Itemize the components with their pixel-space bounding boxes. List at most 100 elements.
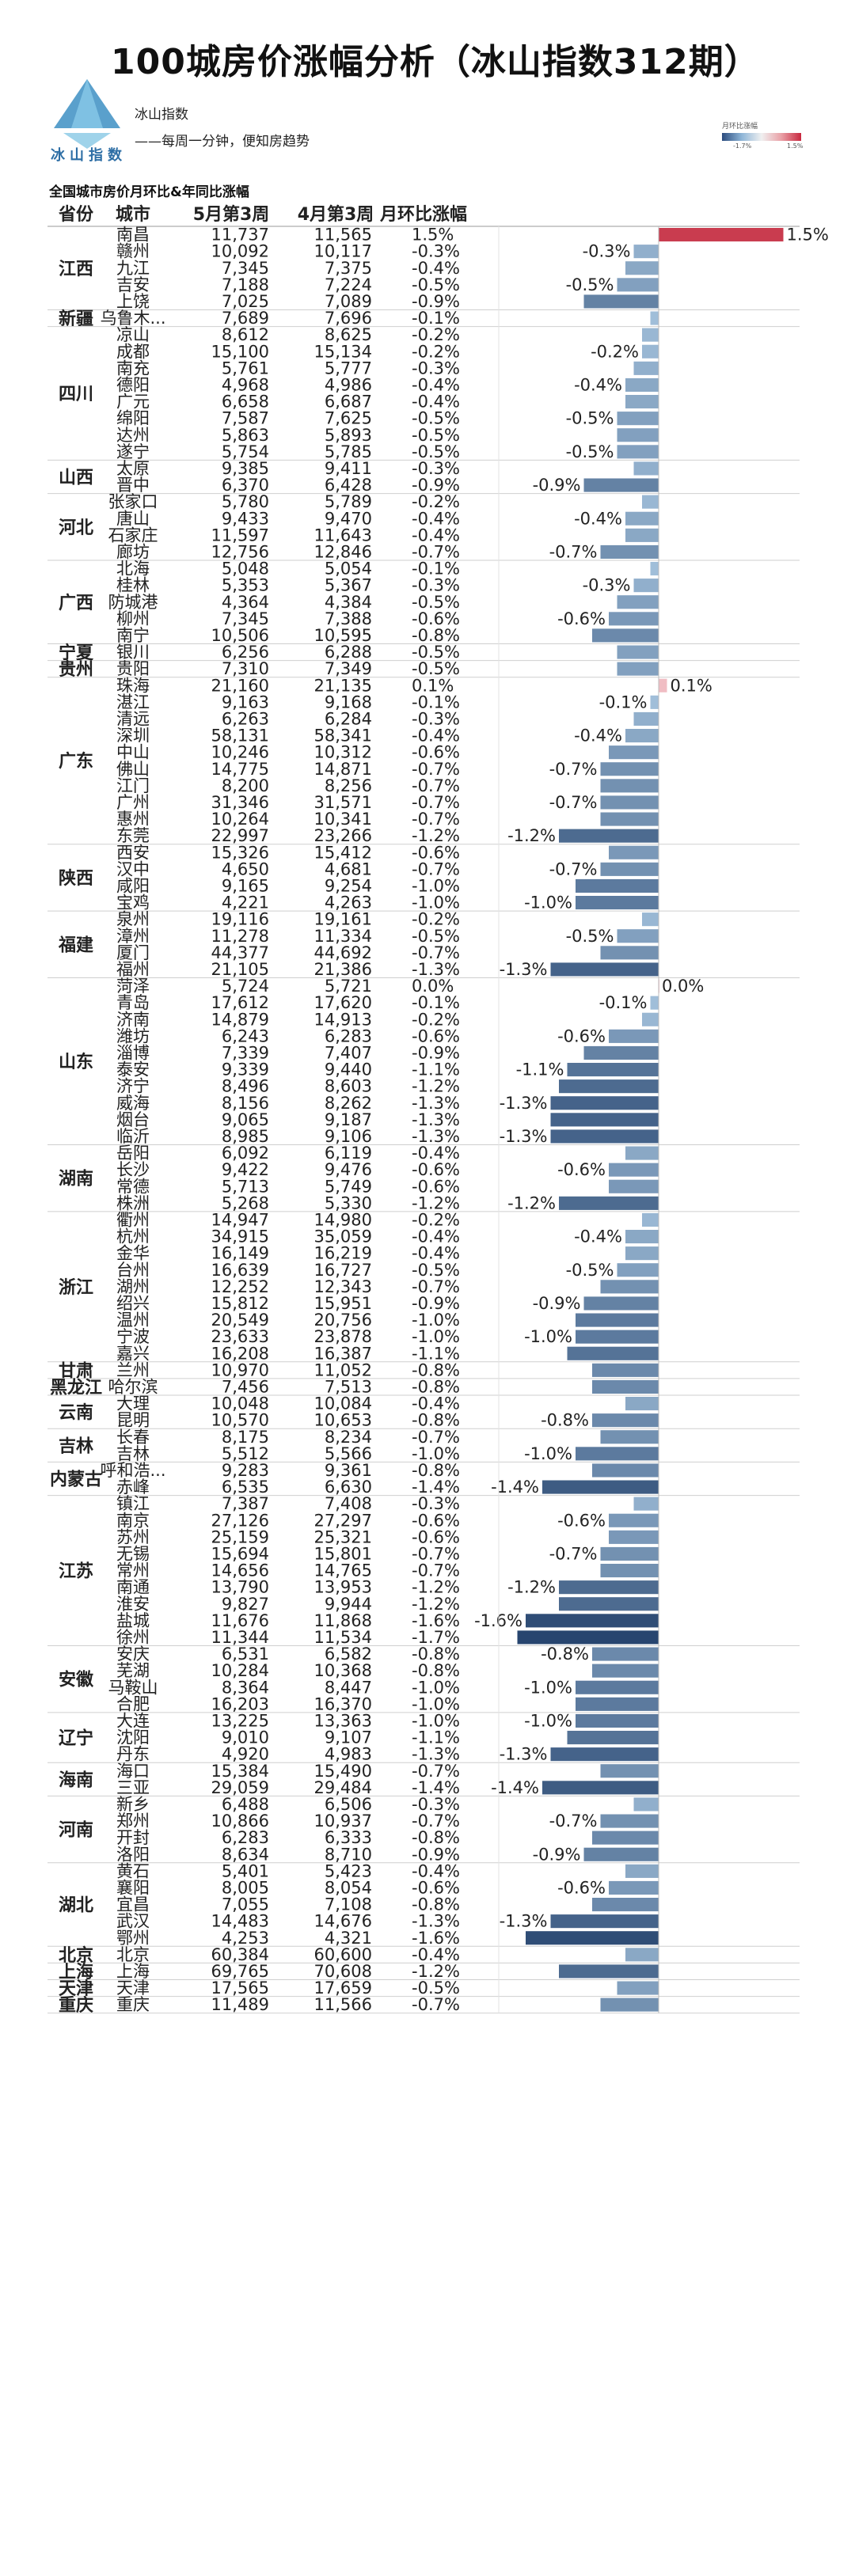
mom-change-value: -1.6% <box>412 1611 460 1630</box>
province-name: 山东 <box>59 1052 93 1072</box>
price-week3-may: 6,092 <box>222 1144 269 1163</box>
price-week3-apr: 6,284 <box>325 709 372 728</box>
change-bar <box>642 328 659 342</box>
change-bar <box>609 1179 659 1193</box>
price-week3-apr: 16,727 <box>314 1261 372 1280</box>
bar-data-label: -0.5% <box>566 1261 614 1280</box>
city-name: 丹东 <box>116 1745 150 1764</box>
bar-data-label: -0.7% <box>549 1812 598 1831</box>
price-week3-may: 5,512 <box>222 1444 269 1463</box>
mom-change-value: -0.6% <box>412 1026 460 1045</box>
change-bar <box>617 428 659 442</box>
price-week3-apr: 4,263 <box>325 893 372 912</box>
price-week3-apr: 44,692 <box>314 943 372 962</box>
province-name: 海南 <box>59 1770 93 1790</box>
mom-change-value: -0.5% <box>412 275 460 294</box>
change-bar <box>550 1914 659 1929</box>
price-week3-apr: 6,283 <box>325 1026 372 1045</box>
price-week3-may: 5,780 <box>222 492 269 511</box>
change-bar <box>600 544 659 559</box>
city-name: 湖州 <box>116 1277 150 1296</box>
price-week3-may: 6,263 <box>222 709 269 728</box>
price-week3-may: 15,384 <box>211 1762 269 1781</box>
price-week3-apr: 9,944 <box>325 1595 372 1614</box>
mom-change-value: -1.0% <box>412 893 460 912</box>
legend-min-label: -1.7% <box>733 142 752 150</box>
city-name: 无锡 <box>116 1544 150 1563</box>
mom-change-value: -0.6% <box>412 743 460 762</box>
price-week3-may: 7,456 <box>222 1377 269 1396</box>
bar-data-label: -0.5% <box>566 927 614 946</box>
change-bar <box>600 862 659 876</box>
price-week3-apr: 12,343 <box>314 1277 372 1296</box>
price-week3-may: 27,126 <box>211 1511 269 1530</box>
change-bar <box>625 261 659 275</box>
change-bar <box>592 1379 659 1394</box>
bar-data-label: -0.9% <box>533 1845 581 1864</box>
mom-change-value: -0.2% <box>412 1210 460 1229</box>
chart-title: 全国城市房价月环比&年同比涨幅 <box>49 184 249 200</box>
change-bar <box>592 1664 659 1678</box>
change-bar <box>550 1129 659 1144</box>
mom-change-value: -0.4% <box>412 259 460 278</box>
price-week3-apr: 10,937 <box>314 1812 372 1831</box>
price-week3-apr: 7,408 <box>325 1494 372 1513</box>
change-bar <box>583 478 659 492</box>
city-name: 天津 <box>116 1978 150 1997</box>
province-name: 浙江 <box>59 1278 93 1298</box>
mom-change-value: -0.7% <box>412 1762 460 1781</box>
price-week3-apr: 7,224 <box>325 275 372 294</box>
price-week3-may: 15,326 <box>211 843 269 862</box>
mom-change-value: -0.9% <box>412 1845 460 1864</box>
province-name: 河北 <box>59 518 93 538</box>
mom-change-value: -0.5% <box>412 659 460 678</box>
price-week3-may: 25,159 <box>211 1527 269 1546</box>
change-bar <box>600 1764 659 1778</box>
bar-data-label: -1.0% <box>524 1327 572 1346</box>
price-week3-may: 6,531 <box>222 1645 269 1664</box>
city-name: 柳州 <box>116 609 150 628</box>
change-bar <box>592 1363 659 1377</box>
province-name: 天津 <box>59 1978 93 1999</box>
change-bar <box>617 1981 659 1995</box>
change-bar <box>583 1847 659 1861</box>
city-name: 江门 <box>116 776 150 795</box>
change-bar <box>576 1697 659 1711</box>
mom-change-value: -0.7% <box>412 1277 460 1296</box>
change-bar <box>633 711 659 726</box>
price-week3-may: 8,985 <box>222 1127 269 1146</box>
mom-change-value: -1.2% <box>412 1193 460 1212</box>
report-title: 100城房价涨幅分析（冰山指数312期） <box>111 42 760 82</box>
city-name: 银川 <box>116 643 150 662</box>
city-name: 烟台 <box>116 1110 150 1129</box>
province-name: 广东 <box>59 751 93 772</box>
price-week3-apr: 5,330 <box>325 1193 372 1212</box>
change-bar <box>609 1880 659 1895</box>
city-name: 唐山 <box>116 509 150 528</box>
column-header: 5月第3周 <box>193 204 270 225</box>
mom-change-value: -1.1% <box>412 1344 460 1363</box>
price-week3-apr: 11,566 <box>314 1995 372 2014</box>
bar-data-label: -0.1% <box>599 993 648 1012</box>
city-name: 南通 <box>116 1578 150 1597</box>
city-name: 长沙 <box>116 1160 150 1179</box>
city-name: 廊坊 <box>116 542 150 561</box>
mom-change-value: -0.5% <box>412 426 460 445</box>
city-name: 九江 <box>116 259 150 278</box>
bar-data-label: 1.5% <box>787 226 829 245</box>
change-bar <box>609 845 659 859</box>
change-bar <box>650 695 659 709</box>
price-week3-apr: 15,490 <box>314 1762 372 1781</box>
change-bar <box>559 829 659 843</box>
change-bar <box>567 1063 659 1077</box>
price-week3-may: 5,724 <box>222 977 269 996</box>
price-week3-may: 10,284 <box>211 1661 269 1680</box>
price-week3-may: 4,364 <box>222 593 269 612</box>
price-week3-may: 9,163 <box>222 692 269 711</box>
city-name: 达州 <box>116 426 150 445</box>
city-name: 淮安 <box>116 1595 150 1614</box>
bar-data-label: -1.3% <box>500 960 548 979</box>
province-name: 福建 <box>58 935 93 955</box>
mom-change-value: -1.1% <box>412 1060 460 1079</box>
price-week3-may: 14,483 <box>211 1912 269 1931</box>
